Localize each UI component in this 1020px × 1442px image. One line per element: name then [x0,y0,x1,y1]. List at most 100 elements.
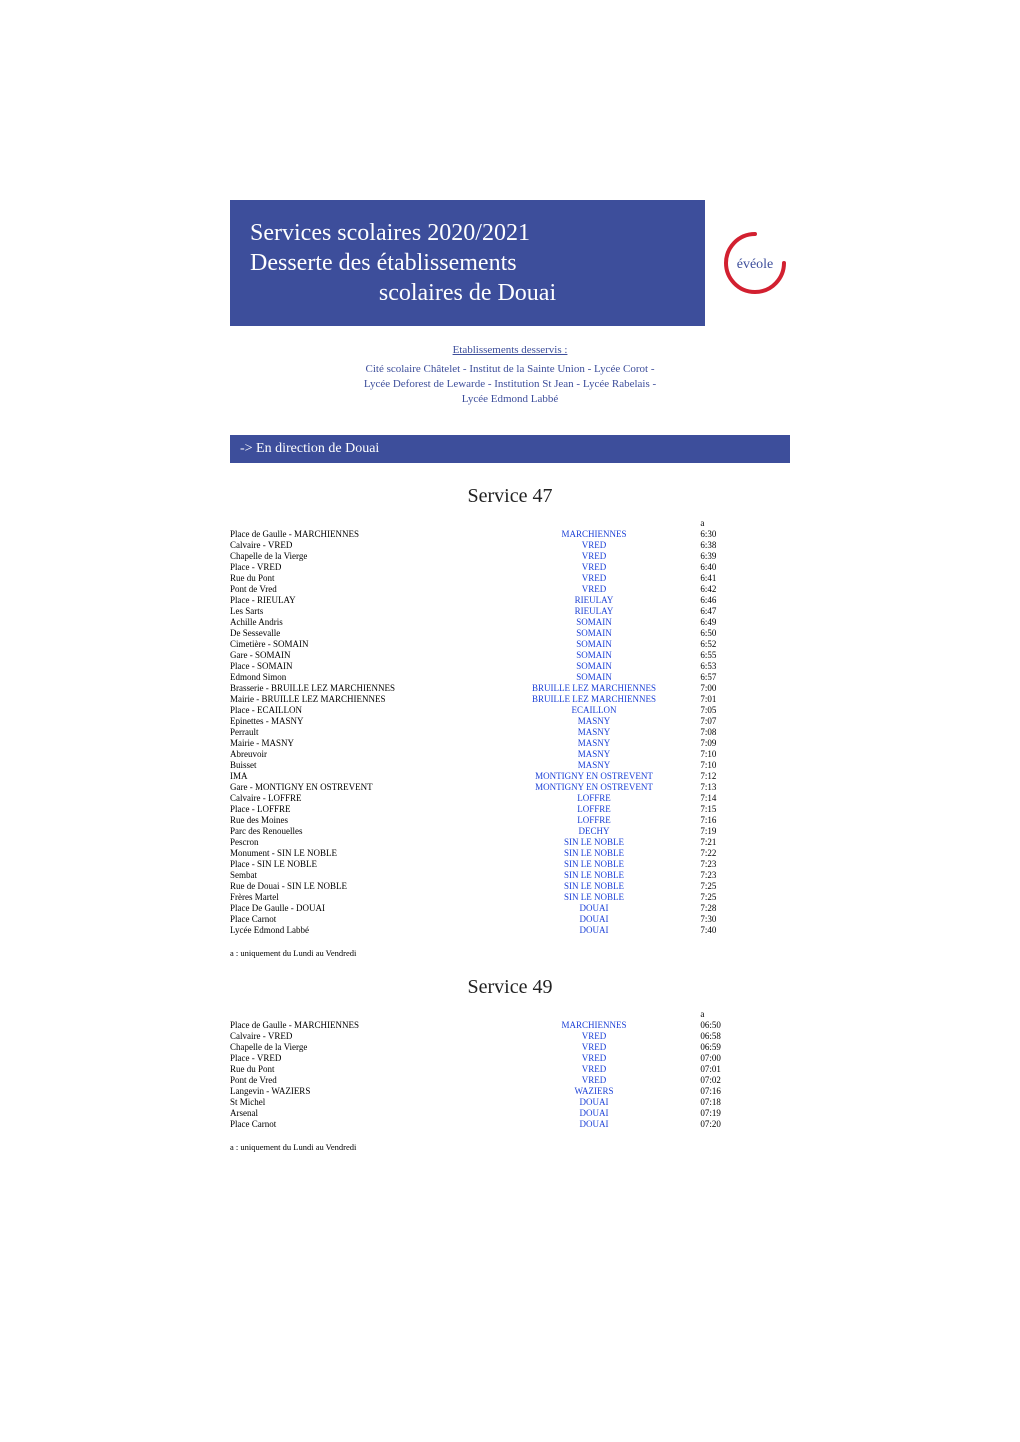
commune-link[interactable]: SOMAIN [576,672,612,682]
commune-link[interactable]: RIEULAY [575,595,614,605]
commune-link[interactable]: DOUAI [579,1108,608,1118]
commune-link[interactable]: WAZIERS [574,1086,613,1096]
stop-name: Place Carnot [230,914,488,925]
stop-name: Place - ECAILLON [230,705,488,716]
table-row: ArsenalDOUAI07:19 [230,1108,790,1119]
time-cell: 6:38 [700,540,790,551]
header-row: Services scolaires 2020/2021 Desserte de… [230,200,790,326]
time-cell: 7:19 [700,826,790,837]
commune-link[interactable]: VRED [582,540,607,550]
commune-link[interactable]: LOFFRE [577,815,611,825]
commune-link[interactable]: DOUAI [579,1097,608,1107]
commune-link[interactable]: MARCHIENNES [561,1020,626,1030]
commune-link[interactable]: LOFFRE [577,804,611,814]
commune-link[interactable]: SIN LE NOBLE [564,859,624,869]
commune-link[interactable]: MASNY [578,727,611,737]
commune-link[interactable]: VRED [582,1053,607,1063]
commune-link[interactable]: VRED [582,573,607,583]
stop-name: Abreuvoir [230,749,488,760]
commune-cell: SIN LE NOBLE [488,881,701,892]
commune-link[interactable]: SOMAIN [576,661,612,671]
commune-link[interactable]: MASNY [578,716,611,726]
commune-cell: SIN LE NOBLE [488,892,701,903]
commune-link[interactable]: ECAILLON [571,705,616,715]
stop-name: Frères Martel [230,892,488,903]
commune-link[interactable]: SOMAIN [576,617,612,627]
commune-link[interactable]: RIEULAY [575,606,614,616]
commune-cell: SOMAIN [488,628,701,639]
table-row: Place - SOMAINSOMAIN6:53 [230,661,790,672]
etablissements-heading: Etablissements desservis : [230,344,790,356]
commune-link[interactable]: VRED [582,1031,607,1041]
commune-cell: SOMAIN [488,650,701,661]
stop-name: Epinettes - MASNY [230,716,488,727]
stop-name: Calvaire - VRED [230,1031,488,1042]
page: Services scolaires 2020/2021 Desserte de… [0,0,1020,1256]
commune-link[interactable]: DOUAI [579,914,608,924]
time-cell: 06:50 [700,1020,790,1031]
table-header-row: a [230,1009,790,1020]
commune-link[interactable]: DOUAI [579,903,608,913]
time-cell: 7:23 [700,859,790,870]
table-row: Place de Gaulle - MARCHIENNES MARCHIENNES… [230,1020,790,1031]
etab-line: Cité scolaire Châtelet - Institut de la … [230,362,790,377]
commune-link[interactable]: SIN LE NOBLE [564,848,624,858]
commune-link[interactable]: SIN LE NOBLE [564,837,624,847]
commune-link[interactable]: SIN LE NOBLE [564,870,624,880]
commune-link[interactable]: DECHY [578,826,609,836]
commune-link[interactable]: VRED [582,551,607,561]
commune-link[interactable]: LOFFRE [577,793,611,803]
table-row: Rue du PontVRED6:41 [230,573,790,584]
commune-link[interactable]: SOMAIN [576,628,612,638]
commune-cell: MASNY [488,716,701,727]
time-cell: 6:52 [700,639,790,650]
commune-link[interactable]: VRED [582,584,607,594]
stop-name: Pescron [230,837,488,848]
time-cell: 07:18 [700,1097,790,1108]
commune-link[interactable]: SOMAIN [576,639,612,649]
commune-link[interactable]: MASNY [578,738,611,748]
table-row: Frères MartelSIN LE NOBLE7:25 [230,892,790,903]
direction-bar: -> En direction de Douai [230,435,790,463]
table-row: Chapelle de la ViergeVRED06:59 [230,1042,790,1053]
stop-name: Arsenal [230,1108,488,1119]
stop-name: Chapelle de la Vierge [230,1042,488,1053]
stop-name: Rue de Douai - SIN LE NOBLE [230,881,488,892]
commune-link[interactable]: DOUAI [579,925,608,935]
commune-link[interactable]: MONTIGNY EN OSTREVENT [535,771,653,781]
service-title: Service 49 [230,976,790,999]
commune-link[interactable]: DOUAI [579,1119,608,1129]
table-row: Cimetière - SOMAINSOMAIN6:52 [230,639,790,650]
commune-link[interactable]: BRUILLE LEZ MARCHIENNES [532,683,656,693]
time-cell: 7:10 [700,760,790,771]
stop-name: Calvaire - LOFFRE [230,793,488,804]
commune-link[interactable]: VRED [582,1042,607,1052]
commune-link[interactable]: MONTIGNY EN OSTREVENT [535,782,653,792]
commune-cell: SOMAIN [488,672,701,683]
commune-link[interactable]: SIN LE NOBLE [564,892,624,902]
commune-link[interactable]: SOMAIN [576,650,612,660]
commune-link[interactable]: VRED [582,1064,607,1074]
commune-link[interactable]: VRED [582,1075,607,1085]
commune-cell: ECAILLON [488,705,701,716]
commune-link[interactable]: VRED [582,562,607,572]
commune-cell: LOFFRE [488,793,701,804]
commune-link[interactable]: SIN LE NOBLE [564,881,624,891]
commune-cell: DECHY [488,826,701,837]
stop-name: Place de Gaulle - MARCHIENNES [230,1020,488,1031]
stop-name: De Sessevalle [230,628,488,639]
commune-link[interactable]: MASNY [578,760,611,770]
time-cell: 7:01 [700,694,790,705]
table-row: Edmond SimonSOMAIN6:57 [230,672,790,683]
stop-name: Place - RIEULAY [230,595,488,606]
table-row: De SessevalleSOMAIN6:50 [230,628,790,639]
stop-name: Place - LOFFRE [230,804,488,815]
commune-link[interactable]: MASNY [578,749,611,759]
etab-line: Lycée Deforest de Lewarde - Institution … [230,377,790,392]
commune-link[interactable]: MARCHIENNES [561,529,626,539]
time-cell: 6:49 [700,617,790,628]
stop-name: Pont de Vred [230,1075,488,1086]
stop-name: Place - SIN LE NOBLE [230,859,488,870]
commune-link[interactable]: BRUILLE LEZ MARCHIENNES [532,694,656,704]
schedule-table: aPlace de Gaulle - MARCHIENNESMARCHIENNE… [230,518,790,936]
